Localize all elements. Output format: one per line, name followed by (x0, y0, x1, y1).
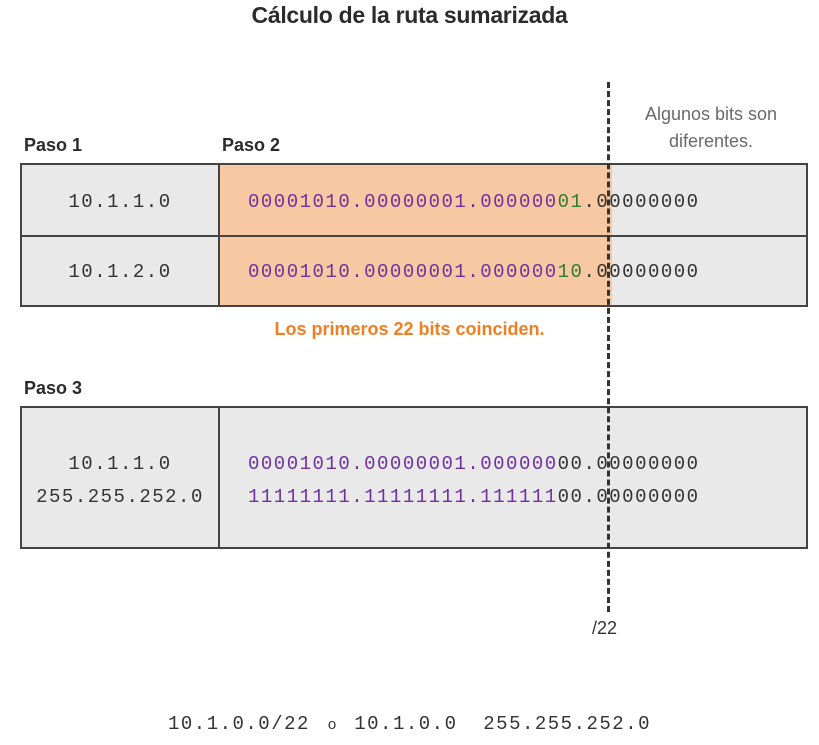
table-row: 10.1.2.0 00001010.00000001.00000010.0000… (22, 235, 806, 307)
matching-bits: 00001010.00000001.000000 (248, 453, 558, 475)
mask-bits: 11111111.11111111.111111 (248, 486, 558, 508)
prefix-boundary-line (607, 82, 610, 612)
step-2-label: Paso 2 (222, 135, 281, 155)
remaining-bits: 00.00000000 (557, 486, 700, 508)
matching-bits: 00001010.00000001.000000 (248, 261, 558, 283)
binary-address: 00001010.00000001.00000001.00000000 (248, 191, 700, 213)
differing-bits: 01 (557, 191, 584, 213)
ip-address: 10.1.1.0 (68, 191, 172, 213)
column-divider (218, 408, 220, 547)
result-cidr: 10.1.0.0/22 (167, 713, 310, 735)
prefix-length-label: /22 (592, 618, 618, 638)
summary-ip-binary: 00001010.00000001.00000000.00000000 (248, 453, 700, 475)
summary-mask-binary: 11111111.11111111.11111100.00000000 (248, 486, 700, 508)
matching-bits: 00001010.00000001.000000 (248, 191, 558, 213)
table-row: 10.1.1.0 00001010.00000001.00000001.0000… (22, 165, 806, 235)
column-divider (218, 165, 220, 305)
summary-result: 10.1.0.0/22 o 10.1.0.0 255.255.252.0 (0, 713, 819, 735)
comparison-table: 10.1.1.0 00001010.00000001.00000001.0000… (20, 163, 808, 307)
result-or: o (327, 716, 337, 733)
remaining-bits: 00.00000000 (557, 453, 700, 475)
differing-bits: 10 (557, 261, 584, 283)
diagram-title: Cálculo de la ruta sumarizada (251, 2, 568, 28)
binary-address: 00001010.00000001.00000010.00000000 (248, 261, 700, 283)
step-1-label: Paso 1 (24, 135, 83, 155)
remaining-bits: .00000000 (583, 261, 700, 283)
different-bits-note: Algunos bits son diferentes. (644, 104, 778, 151)
summary-table: 10.1.1.0 255.255.252.0 00001010.00000001… (20, 406, 808, 549)
step-3-label: Paso 3 (24, 378, 83, 398)
remaining-bits: .00000000 (583, 191, 700, 213)
matching-bits-caption: Los primeros 22 bits coinciden. (274, 319, 545, 339)
ip-address: 10.1.2.0 (68, 261, 172, 283)
summary-mask: 255.255.252.0 (36, 486, 204, 508)
result-dotted: 10.1.0.0 255.255.252.0 (354, 713, 651, 735)
summary-ip: 10.1.1.0 (68, 453, 172, 475)
